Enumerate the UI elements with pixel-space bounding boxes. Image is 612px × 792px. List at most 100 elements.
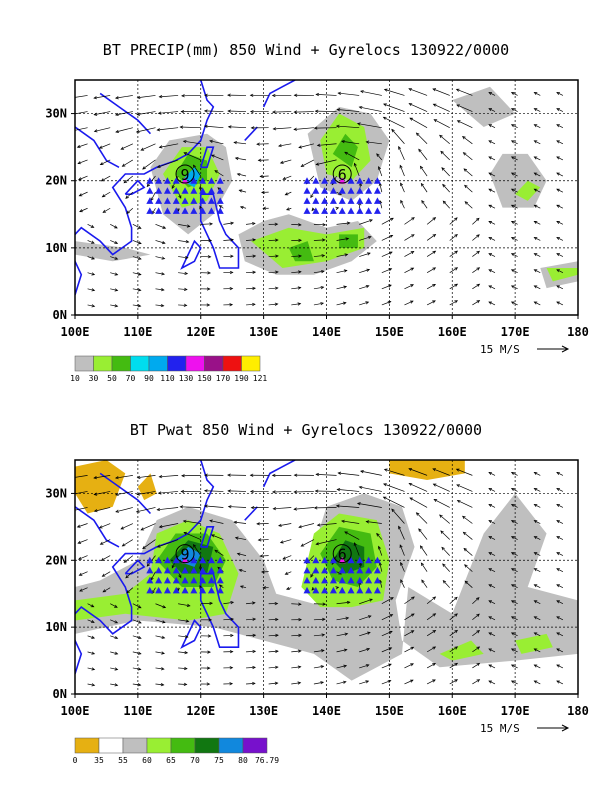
wind-arrowhead (136, 112, 141, 116)
wind-arrowhead (162, 605, 167, 609)
gyre-marker (172, 566, 180, 574)
wind-arrowhead (442, 563, 446, 567)
wind-vector (313, 302, 324, 306)
wind-vector (280, 159, 292, 164)
wind-arrowhead (293, 473, 298, 477)
wind-vector (132, 272, 141, 275)
colorbar-swatch (218, 737, 244, 754)
wind-arrowhead (432, 233, 437, 238)
gyre-marker (155, 197, 163, 204)
wind-vector (200, 223, 213, 225)
wind-arrowhead (533, 632, 538, 636)
wind-reference-label: 15 M/S (480, 343, 520, 356)
wind-arrowhead (114, 272, 119, 276)
wind-vector (416, 132, 428, 145)
wind-arrowhead (533, 552, 538, 556)
wind-arrowhead (279, 540, 284, 544)
gyre-marker (321, 566, 329, 574)
wind-vector (488, 520, 496, 524)
wind-vector (381, 251, 393, 257)
wind-arrowhead (439, 134, 443, 139)
coastline (262, 460, 296, 488)
wind-arrowhead (533, 472, 538, 475)
wind-arrowhead (488, 220, 493, 224)
gyre-marker (199, 566, 207, 574)
wind-vector (409, 103, 428, 112)
coastline (180, 619, 202, 650)
wind-vector (511, 188, 518, 193)
wind-vector (294, 491, 314, 493)
wind-vector (416, 512, 428, 524)
wind-vector (183, 532, 201, 540)
wind-arrowhead (282, 176, 287, 180)
gyre-marker (172, 556, 180, 564)
wind-arrowhead (367, 631, 371, 635)
gyre-marker (329, 566, 337, 574)
chart-title: BT Pwat 850 Wind + Gyrelocs 130922/0000 (130, 421, 482, 439)
wind-arrowhead (376, 153, 380, 157)
wind-arrowhead (432, 283, 436, 287)
wind-arrowhead (297, 665, 302, 669)
wind-arrowhead (369, 598, 373, 602)
wind-vector (87, 240, 95, 244)
wind-vector (245, 287, 256, 290)
wind-arrowhead (184, 666, 188, 671)
wind-vector (472, 613, 480, 621)
wind-arrowhead (321, 269, 325, 274)
gyre-marker (347, 177, 355, 184)
wind-vector (442, 563, 450, 572)
wind-arrowhead (344, 632, 349, 636)
wind-vector (357, 123, 382, 129)
wind-arrowhead (533, 285, 538, 289)
wind-vector (272, 111, 292, 113)
wind-arrowhead (488, 237, 493, 241)
wind-arrowhead (432, 483, 437, 487)
wind-arrowhead (207, 650, 211, 654)
wind-vector (556, 616, 564, 621)
gyre-marker (347, 207, 355, 214)
gyre-marker (373, 576, 381, 584)
wind-vector (556, 108, 564, 112)
wind-vector (294, 127, 314, 130)
chart-panel-1: BT PRECIP(mm) 850 Wind + Gyrelocs 130922… (45, 41, 589, 383)
wind-arrowhead (510, 632, 515, 636)
wind-vector (94, 491, 111, 495)
wind-vector (400, 182, 405, 193)
wind-vector (488, 648, 496, 653)
wind-arrowhead (488, 253, 493, 257)
wind-arrowhead (321, 254, 326, 258)
wind-vector (87, 651, 95, 655)
wind-arrowhead (488, 301, 493, 305)
wind-arrowhead (310, 573, 314, 578)
wind-arrowhead (556, 648, 560, 652)
wind-vector (115, 491, 133, 496)
wind-vector (291, 271, 301, 274)
wind-arrowhead (442, 579, 447, 584)
wind-arrowhead (455, 88, 460, 92)
wind-arrowhead (533, 253, 538, 257)
wind-vector (159, 523, 179, 528)
wind-vector (381, 663, 392, 669)
wind-vector (291, 603, 301, 605)
wind-vector (534, 108, 541, 112)
wind-vector (79, 191, 88, 197)
wind-arrowhead (214, 170, 219, 174)
wind-vector (449, 663, 458, 669)
wind-vector (418, 148, 428, 161)
wind-vector (237, 553, 247, 556)
wind-vector (472, 662, 480, 669)
wind-arrowhead (556, 269, 560, 273)
wind-arrowhead (79, 209, 83, 213)
gyre-marker (190, 586, 198, 594)
wind-arrowhead (185, 619, 190, 623)
wind-vector (178, 651, 188, 654)
wind-arrowhead (209, 519, 213, 523)
wind-vector (336, 238, 349, 241)
wind-vector (534, 253, 541, 257)
wind-vector (316, 94, 337, 96)
wind-arrowhead (114, 476, 119, 480)
gyre-marker (146, 187, 154, 194)
x-tick-label: 150E (375, 325, 404, 339)
wind-vector (426, 284, 436, 290)
wind-vector (556, 648, 564, 653)
